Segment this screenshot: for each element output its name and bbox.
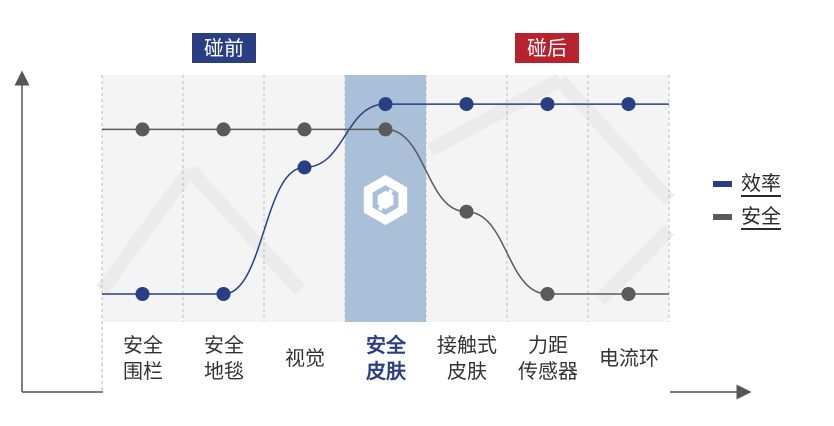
series-1-point [459, 204, 474, 219]
series-0-point [135, 287, 150, 301]
category-label: 力距 传感器 [507, 322, 589, 394]
series-1-point [621, 287, 636, 301]
series-0-point [378, 97, 393, 112]
before-collision-tag: 碰前 [192, 33, 256, 63]
category-label: 接触式 皮肤 [426, 322, 508, 394]
series-0-point [540, 97, 555, 112]
category-label: 安全 地毯 [183, 322, 265, 394]
hexagon-inner-ring [372, 185, 399, 215]
after-collision-tag: 碰后 [515, 33, 579, 63]
series-1-point [135, 122, 150, 137]
category-label: 安全 皮肤 [345, 322, 427, 394]
series-1-point [216, 122, 231, 137]
series-0-point [621, 97, 636, 112]
legend-label-safety: 安全 [741, 204, 781, 230]
series-1-point [378, 122, 393, 137]
category-label: 电流环 [588, 322, 670, 394]
legend-swatch-safety [713, 214, 732, 220]
category-label: 视觉 [264, 322, 346, 394]
category-label: 安全 围栏 [102, 322, 184, 394]
series-0-point [297, 160, 312, 175]
background-decoration [595, 225, 674, 305]
legend-item-safety: 安全 [713, 203, 781, 231]
legend-item-efficiency: 效率 [713, 170, 781, 198]
background-decoration [554, 75, 675, 205]
hexagon-logo-icon [363, 175, 408, 225]
background-decoration [426, 73, 564, 157]
series-0-point [459, 97, 474, 112]
series-0-point [216, 287, 231, 301]
legend-label-efficiency: 效率 [741, 171, 781, 197]
hexagon-slash [377, 188, 394, 212]
legend-swatch-efficiency [713, 181, 732, 187]
series-1-point [297, 122, 312, 137]
background-decoration [184, 165, 306, 295]
series-1-point [540, 287, 555, 301]
background-decoration [96, 165, 196, 295]
